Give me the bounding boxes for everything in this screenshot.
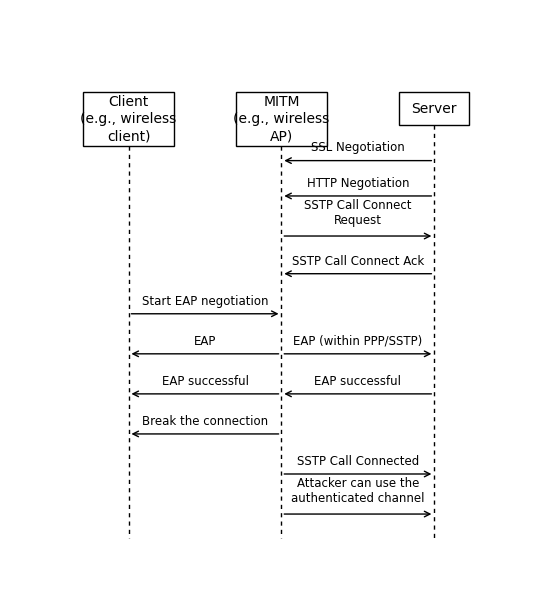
Text: EAP successful: EAP successful [161,375,248,388]
Text: Client
(e.g., wireless
client): Client (e.g., wireless client) [80,95,177,144]
Text: Attacker can use the
authenticated channel: Attacker can use the authenticated chann… [291,477,425,505]
Bar [399,92,470,125]
Bar [236,92,327,146]
Text: HTTP Negotiation: HTTP Negotiation [306,177,409,190]
Text: EAP successful: EAP successful [314,375,401,388]
Text: SSTP Call Connect Ack: SSTP Call Connect Ack [292,255,424,267]
Text: SSTP Call Connected: SSTP Call Connected [297,455,419,468]
Bar [83,92,174,146]
Text: SSTP Call Connect
Request: SSTP Call Connect Request [304,199,411,227]
Text: EAP: EAP [194,335,216,348]
Text: MITM
(e.g., wireless
AP): MITM (e.g., wireless AP) [233,95,329,144]
Text: Break the connection: Break the connection [142,415,268,428]
Text: SSL Negotiation: SSL Negotiation [311,141,405,154]
Text: Start EAP negotiation: Start EAP negotiation [142,294,268,308]
Text: Server: Server [411,102,457,116]
Text: EAP (within PPP/SSTP): EAP (within PPP/SSTP) [293,335,423,348]
